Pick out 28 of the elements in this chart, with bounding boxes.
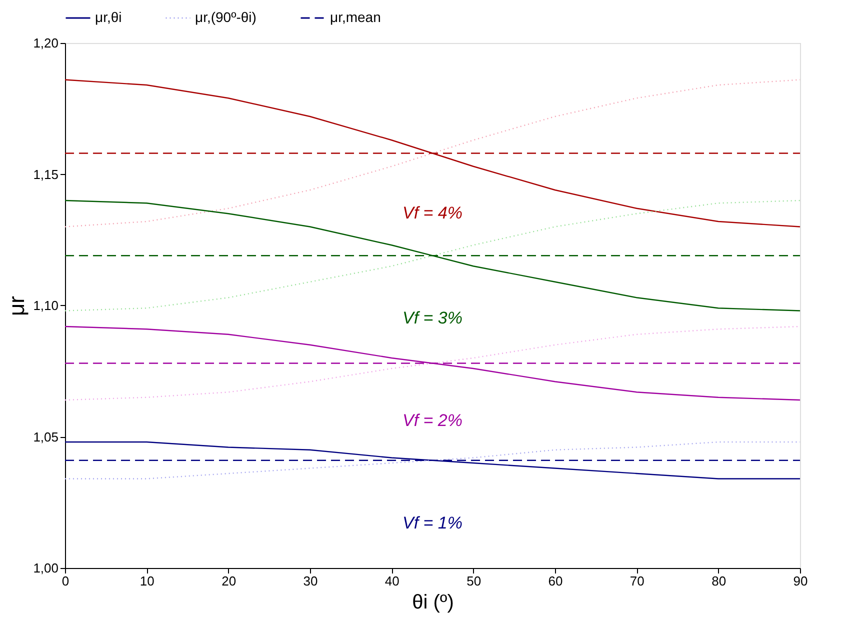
- x-tick-label: 90: [793, 574, 808, 588]
- x-tick-label: 60: [548, 574, 563, 588]
- annotation: Vf = 2%: [402, 411, 463, 430]
- y-tick-label: 1,10: [33, 298, 58, 313]
- x-tick-label: 50: [466, 574, 482, 588]
- x-axis-title: θi (º): [412, 592, 454, 614]
- x-tick-label: 20: [222, 574, 236, 588]
- legend-label: μr,mean: [330, 9, 381, 25]
- y-tick-label: 1,15: [33, 166, 58, 182]
- y-axis-title: μr: [4, 296, 30, 316]
- annotation: Vf = 3%: [402, 308, 463, 328]
- annotation: Vf = 1%: [402, 513, 463, 532]
- legend-label: μr,θi: [95, 9, 122, 25]
- x-tick-label: 40: [384, 574, 400, 588]
- line-series: [64, 79, 801, 228]
- x-tick-label: 80: [712, 574, 726, 588]
- x-tick-label: 30: [303, 574, 318, 588]
- line-series: [64, 200, 801, 312]
- line-series: [64, 326, 801, 401]
- annotation: Vf = 4%: [402, 204, 463, 223]
- x-tick-label: 0: [62, 574, 70, 588]
- legend-label: μr,(90º-θi): [195, 9, 256, 25]
- y-tick-label: 1,00: [33, 560, 58, 576]
- line-series: [64, 441, 801, 480]
- y-tick-label: 1,05: [33, 429, 58, 444]
- y-tick-label: 1,20: [33, 36, 58, 50]
- x-tick-label: 70: [630, 574, 644, 588]
- x-tick-label: 10: [140, 574, 154, 588]
